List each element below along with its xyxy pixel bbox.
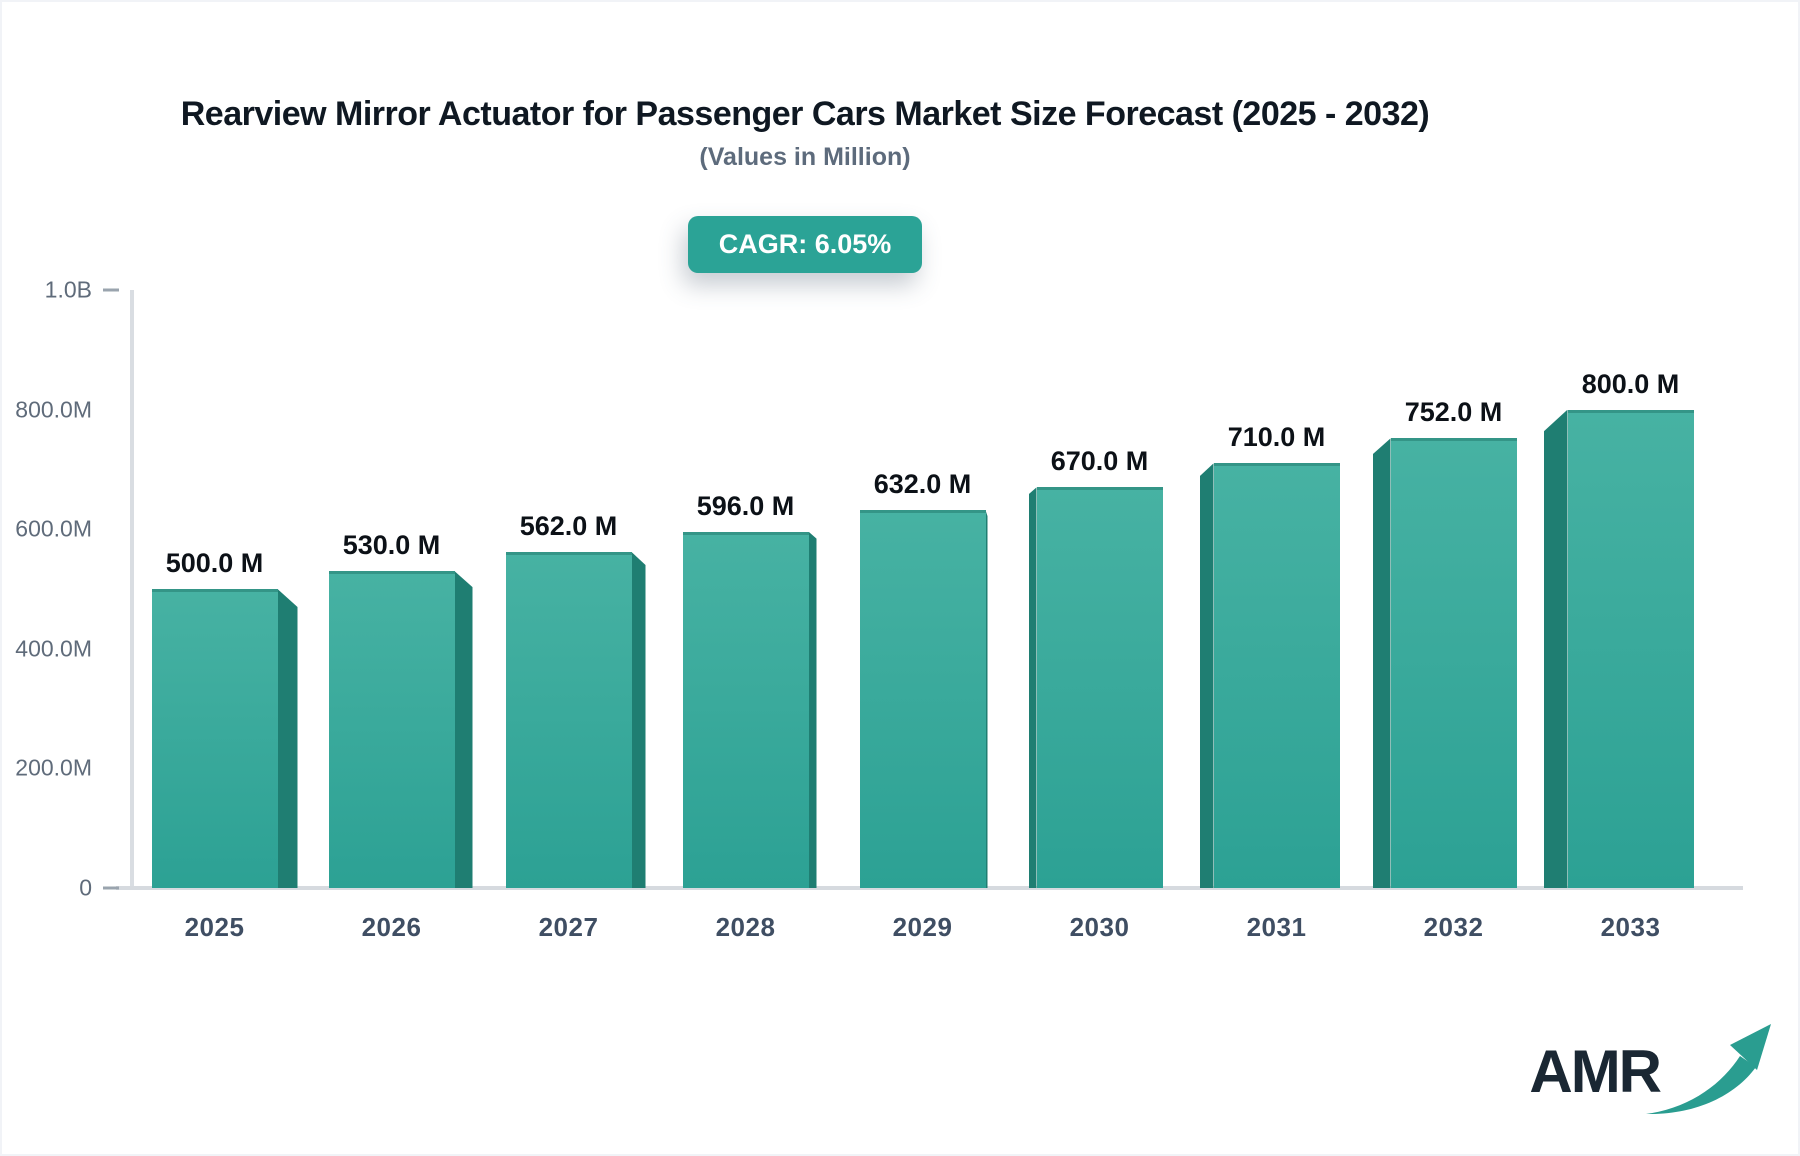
chart-title: Rearview Mirror Actuator for Passenger C…	[180, 95, 1430, 133]
x-label-2026: 2026	[361, 912, 422, 942]
x-label-2031: 2031	[1246, 912, 1307, 942]
x-label-2032: 2032	[1423, 912, 1484, 942]
bar-2033: 800.0 M	[1542, 290, 1719, 890]
y-tick-200.0M: 200.0M	[15, 754, 92, 781]
bar-2031: 710.0 M	[1188, 290, 1365, 890]
bar-2025: 500.0 M	[126, 290, 303, 890]
x-label-2028: 2028	[715, 912, 776, 942]
plot-area: 0 200.0M 400.0M 600.0M 800.0M 1.0B 500.0 M 530…	[0, 277, 1800, 942]
bar-2030: 670.0 M	[1011, 290, 1188, 890]
y-axis-line	[130, 290, 134, 890]
bar-2028: 596.0 M	[657, 290, 834, 890]
bar-side-3d	[1372, 438, 1391, 888]
bar-value-label: 562.0 M	[519, 510, 618, 541]
y-tick-600.0M: 600.0M	[15, 515, 92, 542]
chart-subtitle: (Values in Million)	[699, 143, 911, 171]
y-tick-1.0B: 1.0B	[0, 277, 122, 304]
bars-container: 500.0 M 530.0 M 562.0 M 596.0 M 632.0 M 670.0…	[126, 290, 1719, 890]
bar-face	[1567, 409, 1694, 888]
bar-value-label: 530.0 M	[342, 530, 441, 561]
bar-face	[328, 571, 455, 888]
bar-value-label: 752.0 M	[1404, 397, 1503, 428]
bar-2026: 530.0 M	[303, 290, 480, 890]
bar-side-3d	[1543, 409, 1568, 888]
amr-logo-text: AMR	[1529, 1037, 1662, 1105]
bar-side-3d	[454, 571, 473, 888]
bar-face	[1390, 438, 1517, 888]
x-label-2033: 2033	[1600, 912, 1661, 942]
y-tick-800.0M: 800.0M	[15, 396, 92, 423]
bar-face	[151, 589, 278, 888]
bar-value-label: 800.0 M	[1581, 368, 1680, 399]
x-label-2025: 2025	[184, 912, 245, 942]
bar-value-label: 670.0 M	[1050, 446, 1149, 477]
y-tick-0: 0	[0, 875, 122, 902]
cagr-badge: CAGR: 6.05%	[687, 216, 923, 273]
bar-side-3d	[1199, 463, 1214, 888]
bar-face	[859, 510, 986, 888]
bar-value-label: 596.0 M	[696, 490, 795, 521]
bar-side-3d	[808, 531, 817, 888]
x-axis-line	[116, 886, 1743, 890]
bar-value-label: 500.0 M	[165, 548, 264, 578]
y-tick-400.0M: 400.0M	[15, 635, 92, 662]
bar-side-3d	[631, 551, 646, 888]
chart-header: Rearview Mirror Actuator for Passenger C…	[0, 0, 1610, 273]
bar-side-3d	[985, 510, 988, 888]
amr-logo: AMR	[1529, 1024, 1772, 1116]
bar-face	[1213, 463, 1340, 888]
bar-face	[682, 531, 809, 888]
bar-2032: 752.0 M	[1365, 290, 1542, 890]
bar-face	[1036, 487, 1163, 888]
bar-2029: 632.0 M	[834, 290, 1011, 890]
bar-value-label: 710.0 M	[1227, 422, 1326, 453]
growth-arrow-icon	[1646, 1024, 1771, 1115]
bar-2027: 562.0 M	[480, 290, 657, 890]
bar-value-label: 632.0 M	[873, 469, 972, 500]
x-axis-labels: 2025 2026 2027 2028 2029 2030 2031 2032 2033	[126, 912, 1719, 943]
bar-face	[505, 551, 632, 888]
x-label-2027: 2027	[538, 912, 599, 942]
bar-side-3d	[1028, 487, 1037, 888]
bar-side-3d	[277, 589, 298, 888]
x-label-2030: 2030	[1069, 912, 1130, 942]
x-label-2029: 2029	[892, 912, 953, 942]
